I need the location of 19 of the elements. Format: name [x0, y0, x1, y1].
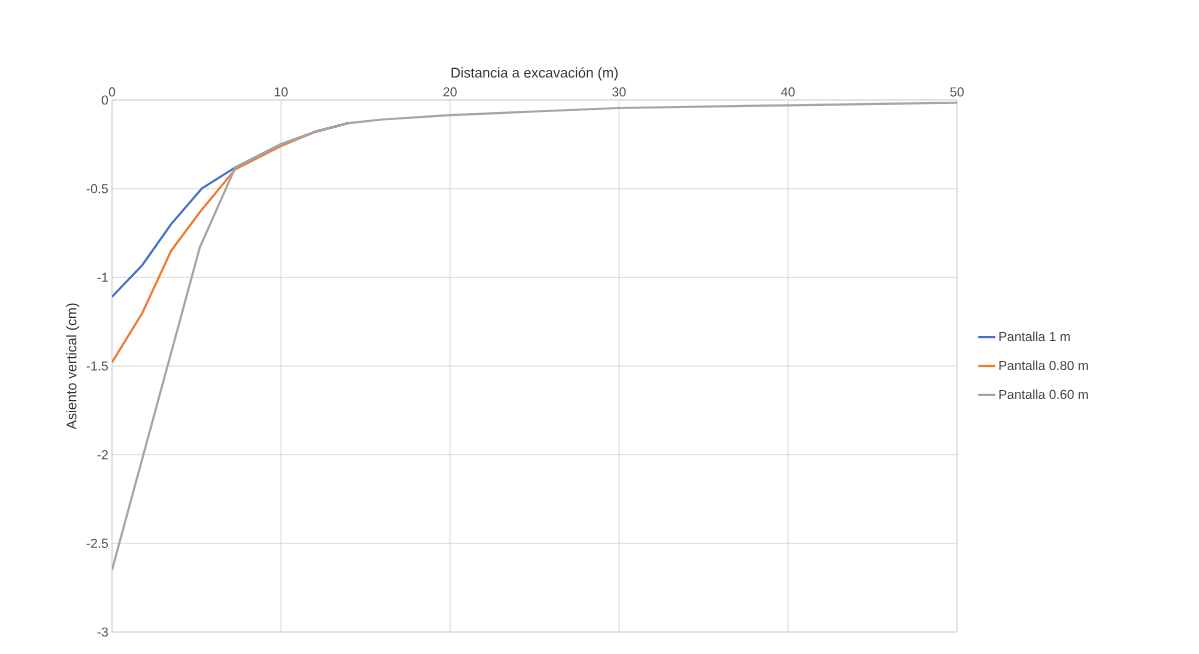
x-tick-label: 40	[781, 87, 795, 97]
legend-label: Pantalla 0.60 m	[999, 389, 1088, 399]
y-tick-label: -2.5	[86, 538, 108, 548]
x-tick-label: 30	[612, 87, 626, 97]
line-series	[112, 101, 957, 572]
y-tick-label: -2	[97, 450, 108, 460]
y-tick-label: -1.5	[86, 361, 108, 371]
x-tick-label: 0	[108, 87, 116, 97]
y-axis-title: Asiento vertical (cm)	[66, 303, 80, 430]
x-tick-label: 50	[950, 87, 964, 97]
x-axis-title: Distancia a excavación (m)	[451, 67, 618, 81]
y-tick-label: -1	[97, 272, 108, 282]
y-tick-label: -0.5	[86, 184, 108, 194]
y-tick-label: 0	[101, 95, 108, 105]
legend-label: Pantalla 0.80 m	[999, 360, 1088, 371]
x-tick-label: 10	[274, 87, 288, 97]
legend-label: Pantalla 1 m	[999, 331, 1070, 342]
y-tick-label: -3	[97, 627, 108, 637]
x-tick-label: 20	[443, 87, 457, 97]
